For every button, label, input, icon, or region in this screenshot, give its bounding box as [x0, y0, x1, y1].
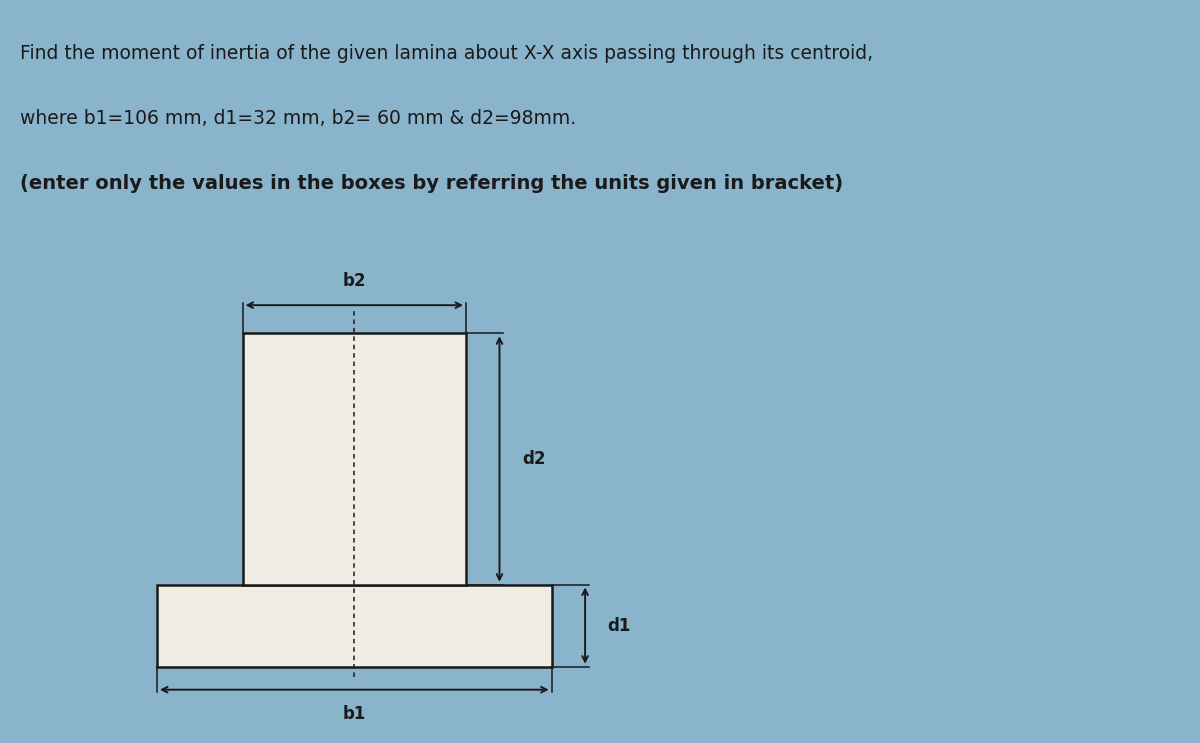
Text: where b1​=106 mm, d1​=32 mm, b2​= 60 mm & d2​=98mm.: where b1​=106 mm, d1​=32 mm, b2​= 60 mm … — [20, 108, 576, 128]
Text: b1: b1 — [343, 705, 366, 723]
Text: Find the moment of inertia of the given lamina about X-X axis passing through it: Find the moment of inertia of the given … — [20, 44, 874, 63]
Bar — [242, 334, 466, 585]
Bar — [157, 585, 552, 666]
Text: d1: d1 — [607, 617, 631, 635]
Text: b2: b2 — [342, 272, 366, 290]
Text: d2: d2 — [522, 450, 545, 468]
Text: (enter only the values in the boxes by referring the units given in bracket): (enter only the values in the boxes by r… — [20, 174, 844, 192]
